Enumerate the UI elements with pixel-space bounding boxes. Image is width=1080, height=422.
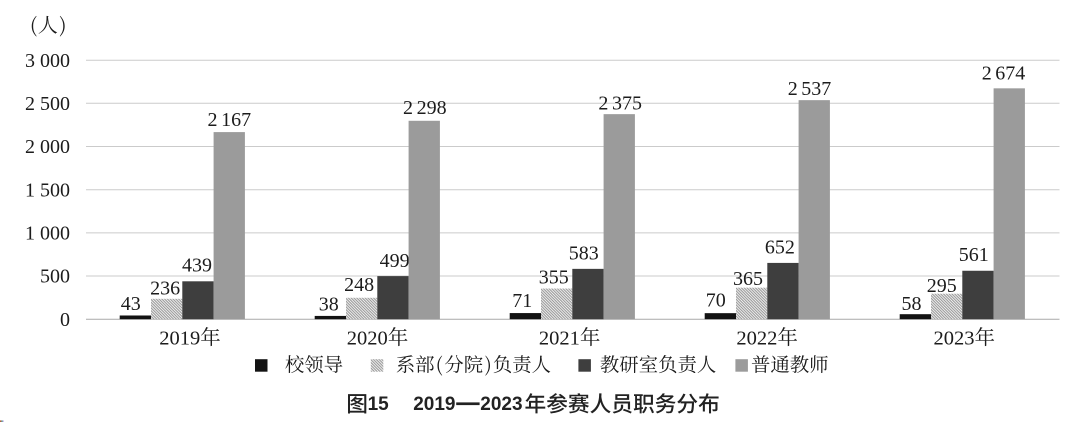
svg-text:1 500: 1 500	[25, 179, 70, 201]
svg-text:15: 15	[368, 394, 390, 415]
svg-text:561: 561	[959, 244, 989, 266]
svg-text:652: 652	[765, 236, 795, 258]
svg-text:2019: 2019	[159, 328, 200, 350]
svg-text:355: 355	[539, 266, 569, 288]
svg-text:236: 236	[150, 278, 180, 300]
svg-text:38: 38	[319, 293, 339, 315]
svg-text:2022: 2022	[736, 328, 777, 350]
svg-text:500: 500	[40, 266, 70, 288]
svg-text:2 000: 2 000	[25, 136, 70, 158]
svg-text:58: 58	[902, 293, 922, 315]
svg-text:439: 439	[182, 255, 212, 277]
svg-text:70: 70	[706, 290, 726, 312]
svg-text:2019: 2019	[413, 394, 455, 415]
svg-text:1 000: 1 000	[25, 223, 70, 245]
svg-text:71: 71	[512, 290, 532, 312]
svg-text:2 500: 2 500	[25, 93, 70, 115]
svg-text:499: 499	[380, 250, 410, 272]
svg-text:248: 248	[344, 274, 374, 296]
svg-text:2023: 2023	[934, 328, 975, 350]
svg-text:2021: 2021	[539, 328, 580, 350]
svg-text:2020: 2020	[347, 328, 388, 350]
svg-text:3 000: 3 000	[25, 50, 70, 72]
svg-text:583: 583	[569, 243, 599, 265]
svg-text:295: 295	[927, 275, 957, 297]
svg-text:43: 43	[121, 293, 141, 315]
svg-text:2023: 2023	[480, 394, 522, 415]
svg-text:365: 365	[733, 268, 763, 290]
svg-text:0: 0	[60, 309, 70, 331]
